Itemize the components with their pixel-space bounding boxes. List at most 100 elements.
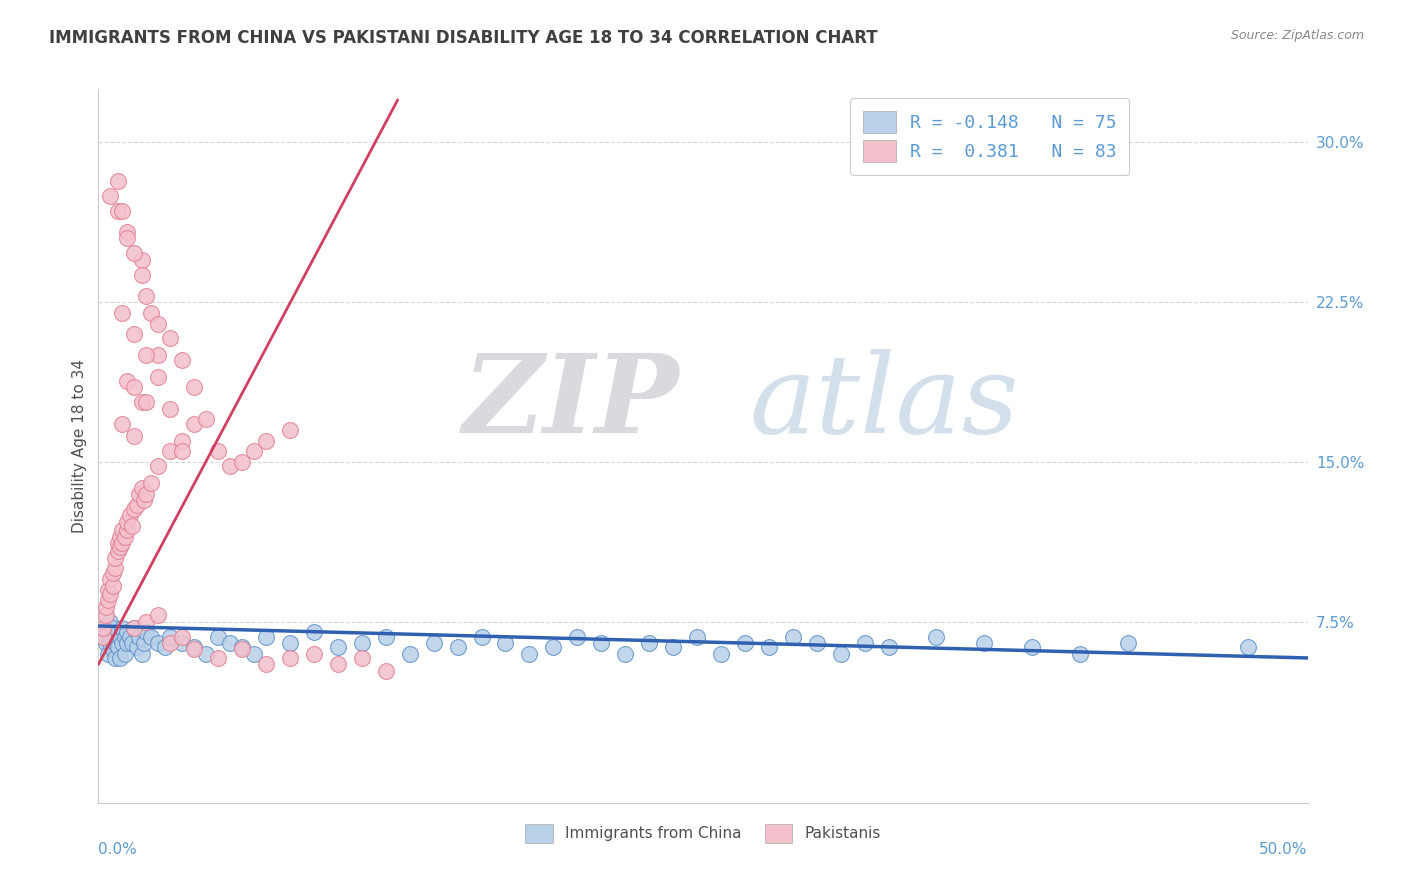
Point [172,352,194,367]
Point [710,647,733,661]
Point [543,640,565,655]
Point [94,621,117,635]
Point [114,529,136,543]
Text: 50.0%: 50.0% [1260,842,1308,857]
Point [115,231,138,245]
Point [135,395,157,409]
Point [91,630,114,644]
Point [118,508,141,523]
Point [159,401,181,416]
Point [104,550,127,565]
Point [195,412,218,426]
Point [108,529,131,543]
Point [207,630,229,644]
Point [148,349,170,363]
Point [111,621,134,635]
Point [183,640,205,655]
Point [131,252,153,267]
Point [159,636,181,650]
Point [183,642,205,657]
Point [326,640,349,655]
Text: Source: ZipAtlas.com: Source: ZipAtlas.com [1230,29,1364,42]
Point [97,647,120,661]
Point [111,523,134,537]
Point [111,536,134,550]
Point [132,493,155,508]
Point [131,647,153,661]
Point [111,636,134,650]
Point [128,487,150,501]
Text: atlas: atlas [749,350,1019,457]
Point [446,640,468,655]
Point [118,630,141,644]
Point [374,630,396,644]
Point [139,630,162,644]
Point [686,630,709,644]
Point [107,625,129,640]
Point [638,636,661,650]
Point [131,395,153,409]
Text: 0.0%: 0.0% [98,842,138,857]
Point [350,636,373,650]
Point [135,625,157,640]
Point [243,444,266,458]
Point [91,630,114,644]
Point [124,501,146,516]
Point [91,621,114,635]
Point [326,657,349,672]
Point [219,636,242,650]
Point [853,636,876,650]
Point [830,647,852,661]
Point [1116,636,1139,650]
Point [495,636,517,650]
Point [302,625,325,640]
Point [278,636,301,650]
Point [148,317,170,331]
Point [115,225,138,239]
Point [104,636,127,650]
Point [108,630,131,644]
Point [97,625,120,640]
Point [172,444,194,458]
Point [101,642,124,657]
Point [662,640,685,655]
Point [614,647,637,661]
Point [135,615,157,629]
Point [254,630,277,644]
Point [101,621,124,635]
Point [128,630,150,644]
Point [94,636,117,650]
Point [254,434,277,448]
Point [925,630,948,644]
Point [219,459,242,474]
Point [104,651,127,665]
Point [114,630,136,644]
Point [125,640,148,655]
Point [125,498,148,512]
Point [254,657,277,672]
Point [159,630,181,644]
Point [101,578,124,592]
Point [111,306,134,320]
Point [94,608,117,623]
Point [94,599,117,614]
Point [734,636,756,650]
Point [591,636,613,650]
Point [782,630,804,644]
Point [124,621,146,635]
Point [107,640,129,655]
Point [124,621,146,635]
Point [121,636,143,650]
Point [231,640,253,655]
Point [124,246,146,260]
Point [107,544,129,558]
Point [115,515,138,529]
Point [100,636,122,650]
Point [121,519,143,533]
Point [207,444,229,458]
Point [1236,640,1258,655]
Point [231,642,253,657]
Point [135,289,157,303]
Point [278,423,301,437]
Text: IMMIGRANTS FROM CHINA VS PAKISTANI DISABILITY AGE 18 TO 34 CORRELATION CHART: IMMIGRANTS FROM CHINA VS PAKISTANI DISAB… [49,29,877,46]
